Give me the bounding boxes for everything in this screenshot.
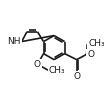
Text: CH₃: CH₃ <box>88 39 105 48</box>
Text: CH₃: CH₃ <box>49 66 65 75</box>
Text: O: O <box>87 50 94 59</box>
Text: NH: NH <box>7 37 21 46</box>
Text: O: O <box>34 60 41 69</box>
Text: O: O <box>73 72 80 81</box>
